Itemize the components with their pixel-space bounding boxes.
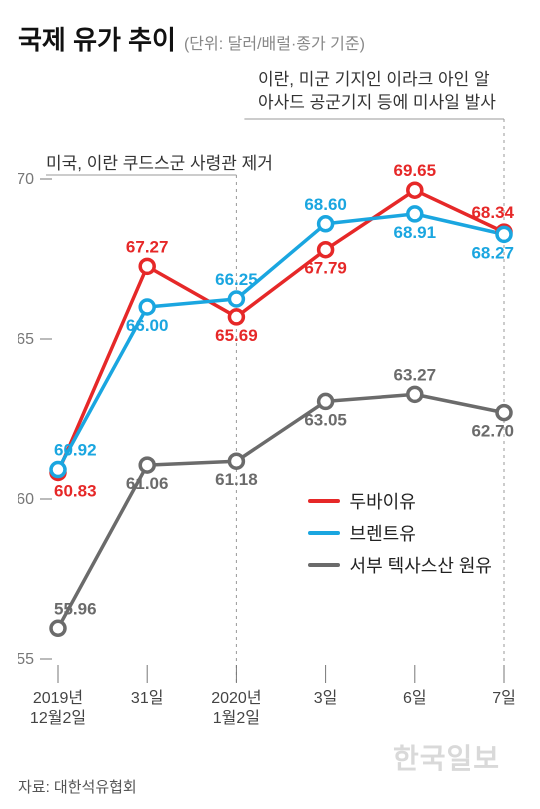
svg-text:63.27: 63.27 — [394, 365, 437, 384]
svg-text:1월2일: 1월2일 — [213, 709, 260, 727]
legend-swatch — [308, 531, 340, 535]
legend-swatch — [308, 563, 340, 567]
svg-text:68.34: 68.34 — [471, 203, 514, 222]
chart-container: 국제 유가 추이 (단위: 달러/배럴·종가 기준) 이란, 미군 기지인 이라… — [0, 0, 540, 809]
svg-text:7일: 7일 — [492, 689, 516, 707]
legend-label: 브렌트유 — [350, 520, 416, 546]
svg-text:60.83: 60.83 — [54, 481, 97, 500]
legend: 두바이유브렌트유서부 텍사스산 원유 — [308, 488, 492, 584]
svg-text:62.70: 62.70 — [471, 422, 514, 441]
svg-text:60: 60 — [18, 491, 34, 508]
svg-text:60.92: 60.92 — [54, 441, 97, 460]
source-text: 자료: 대한석유협회 — [18, 776, 137, 797]
legend-item: 서부 텍사스산 원유 — [308, 552, 492, 578]
svg-text:61.18: 61.18 — [215, 470, 258, 489]
svg-text:68.60: 68.60 — [304, 195, 347, 214]
svg-text:2019년: 2019년 — [33, 689, 83, 707]
svg-text:68.91: 68.91 — [394, 223, 437, 242]
svg-text:67.79: 67.79 — [304, 259, 347, 278]
legend-label: 서부 텍사스산 원유 — [350, 552, 492, 578]
chart-area: 이란, 미군 기지인 이라크 아인 알 아사드 공군기지 등에 미사일 발사 미… — [18, 69, 522, 749]
chart-title: 국제 유가 추이 — [18, 20, 176, 57]
svg-text:31일: 31일 — [131, 689, 164, 707]
svg-text:2020년: 2020년 — [211, 689, 261, 707]
legend-label: 두바이유 — [350, 488, 416, 514]
svg-text:12월2일: 12월2일 — [30, 709, 86, 727]
svg-text:55.96: 55.96 — [54, 599, 97, 618]
svg-text:61.06: 61.06 — [126, 474, 169, 493]
legend-swatch — [308, 499, 340, 503]
annotation-us: 미국, 이란 쿠드스군 사령관 제거 — [46, 153, 273, 176]
svg-text:70: 70 — [18, 171, 34, 188]
chart-unit: (단위: 달러/배럴·종가 기준) — [184, 30, 365, 54]
svg-text:6일: 6일 — [403, 689, 427, 707]
svg-text:69.65: 69.65 — [394, 161, 437, 180]
svg-text:55: 55 — [18, 651, 34, 668]
svg-text:65: 65 — [18, 331, 34, 348]
svg-text:3일: 3일 — [314, 689, 338, 707]
svg-text:63.05: 63.05 — [304, 410, 347, 429]
legend-item: 두바이유 — [308, 488, 492, 514]
title-row: 국제 유가 추이 (단위: 달러/배럴·종가 기준) — [18, 20, 522, 57]
svg-text:66.25: 66.25 — [215, 270, 258, 289]
svg-text:65.69: 65.69 — [215, 326, 258, 345]
legend-item: 브렌트유 — [308, 520, 492, 546]
svg-text:67.27: 67.27 — [126, 237, 169, 256]
annotation-iran: 이란, 미군 기지인 이라크 아인 알 아사드 공군기지 등에 미사일 발사 — [258, 69, 496, 115]
svg-text:68.27: 68.27 — [471, 243, 514, 262]
svg-text:66.00: 66.00 — [126, 316, 169, 335]
